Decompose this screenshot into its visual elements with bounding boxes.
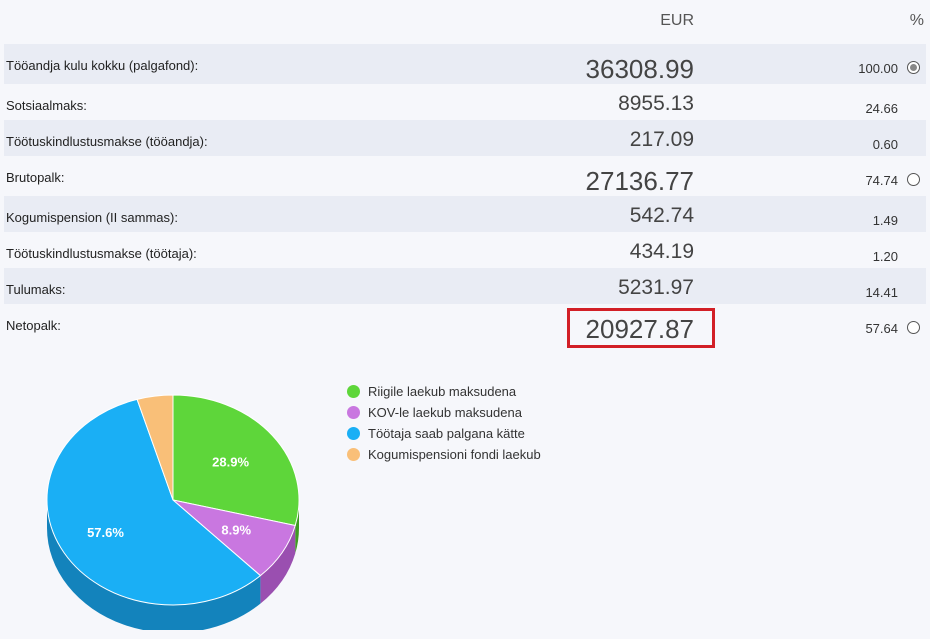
row-amount: 5231.97: [618, 276, 694, 299]
pie-data-label: 57.6%: [87, 525, 124, 540]
eur-column-header: EUR: [660, 12, 694, 29]
legend-label: Kogumispensioni fondi laekub: [368, 447, 541, 462]
row-percent: 100.00: [858, 61, 898, 76]
legend-label: KOV-le laekub maksudena: [368, 405, 522, 420]
legend-item-municipality[interactable]: KOV-le laekub maksudena: [345, 404, 545, 421]
percent-column-header: %: [909, 12, 924, 29]
legend-swatch: [347, 385, 360, 398]
row-label: Töötuskindlustusmakse (töötaja):: [6, 246, 197, 261]
legend-item-pension-fund[interactable]: Kogumispensioni fondi laekub: [345, 446, 545, 463]
row-amount: 20927.87: [585, 314, 694, 344]
row-label: Sotsiaalmaks:: [6, 98, 87, 113]
row-label: Töötuskindlustusmakse (tööandja):: [6, 134, 208, 149]
row-label: Tulumaks:: [6, 282, 66, 297]
gross-salary-radio[interactable]: [907, 173, 920, 186]
row-amount: 434.19: [629, 240, 694, 263]
row-percent: 0.60: [872, 137, 898, 152]
row-amount: 36308.99: [585, 54, 694, 84]
row-label: Netopalk:: [6, 318, 61, 333]
row-percent: 1.49: [872, 213, 898, 228]
pie-slice[interactable]: [136, 394, 174, 501]
table-row-net-salary: Netopalk: 20927.87 57.64: [4, 304, 926, 348]
legend-swatch: [347, 427, 360, 440]
legend-item-employee[interactable]: Töötaja saab palgana kätte: [345, 425, 545, 442]
results-header: EUR %: [0, 0, 930, 44]
distribution-pie-chart: 28.9% 8.9% 57.6%: [46, 394, 300, 630]
table-row-social-tax: Sotsiaalmaks: 8955.13 24.66: [4, 84, 926, 120]
net-salary-highlight-box: [567, 308, 715, 348]
pie-slice-side: [47, 500, 261, 630]
row-amount: 27136.77: [585, 166, 694, 196]
row-label: Tööandja kulu kokku (palgafond):: [6, 58, 199, 73]
table-row-pension: Kogumispension (II sammas): 542.74 1.49: [4, 196, 926, 232]
net-salary-radio[interactable]: [907, 321, 920, 334]
pie-slice[interactable]: [46, 398, 262, 606]
row-percent: 74.74: [865, 173, 898, 188]
employer-cost-radio[interactable]: [907, 61, 920, 74]
row-label: Brutopalk:: [6, 170, 65, 185]
legend-label: Töötaja saab palgana kätte: [368, 426, 525, 441]
row-amount: 217.09: [629, 128, 694, 151]
pie-data-label: 28.9%: [212, 455, 249, 470]
chart-legend: Riigile laekub maksudena KOV-le laekub m…: [345, 383, 545, 467]
table-row-employer-cost: Tööandja kulu kokku (palgafond): 36308.9…: [4, 44, 926, 84]
pie-slice[interactable]: [172, 394, 300, 527]
row-amount: 542.74: [629, 204, 694, 227]
legend-swatch: [347, 406, 360, 419]
row-percent: 24.66: [865, 101, 898, 116]
legend-item-state[interactable]: Riigile laekub maksudena: [345, 383, 545, 400]
table-row-unemployment-employee: Töötuskindlustusmakse (töötaja): 434.19 …: [4, 232, 926, 268]
row-label: Kogumispension (II sammas):: [6, 210, 178, 225]
row-percent: 57.64: [865, 321, 898, 336]
table-row-income-tax: Tulumaks: 5231.97 14.41: [4, 268, 926, 304]
row-percent: 1.20: [872, 249, 898, 264]
row-amount: 8955.13: [618, 92, 694, 115]
table-row-unemployment-employer: Töötuskindlustusmakse (tööandja): 217.09…: [4, 120, 926, 156]
row-percent: 14.41: [865, 285, 898, 300]
pie-data-label: 8.9%: [221, 523, 251, 538]
results-table: Tööandja kulu kokku (palgafond): 36308.9…: [4, 44, 926, 348]
legend-label: Riigile laekub maksudena: [368, 384, 517, 399]
table-row-gross-salary: Brutopalk: 27136.77 74.74: [4, 156, 926, 196]
pie-slice-side: [260, 525, 296, 604]
legend-swatch: [347, 448, 360, 461]
